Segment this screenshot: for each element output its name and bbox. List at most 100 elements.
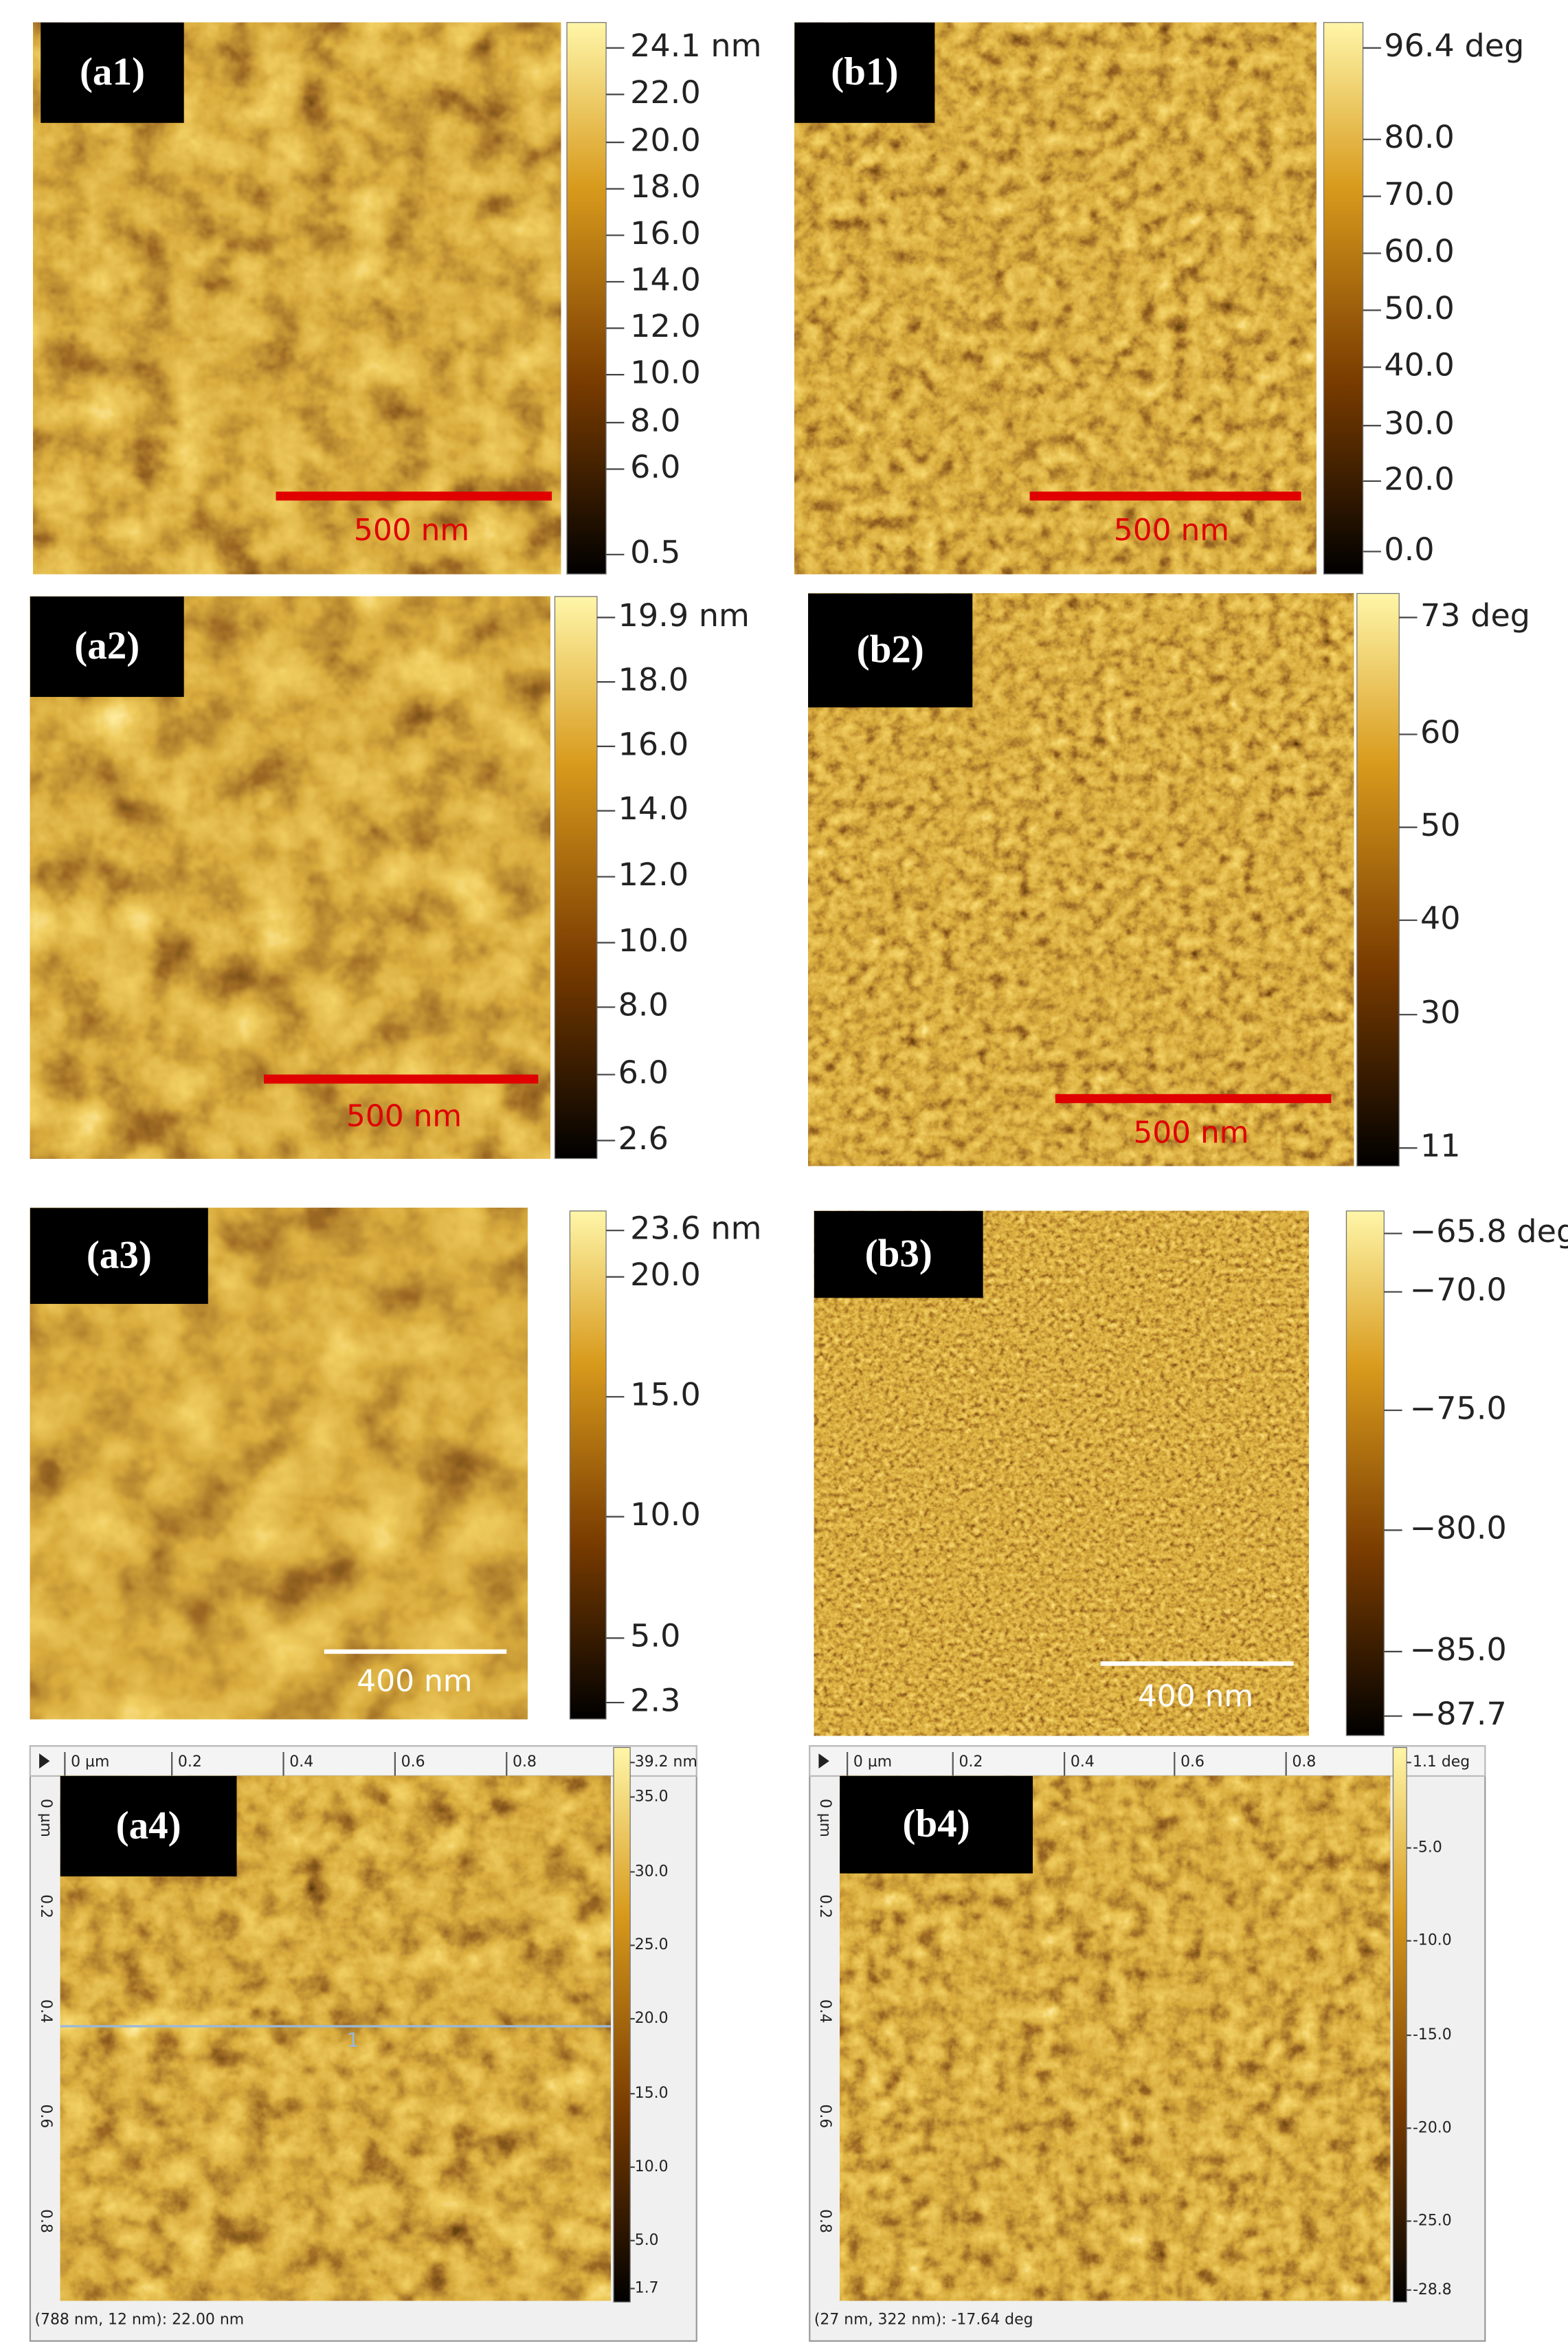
label-box bbox=[808, 593, 973, 708]
ruler-label: 0.2 bbox=[178, 1753, 202, 1771]
colorbar-label: 15.0 bbox=[635, 2085, 669, 2102]
afm-panel: 0 µm 0 µm 0.2 0.2 0.4 0.4 0.6 0.6 0.8 0.8 (788 nm,… bbox=[29, 1745, 697, 2342]
colorbar-label: 30.0 bbox=[635, 1863, 669, 1880]
colorbar-label: 73 deg bbox=[1420, 597, 1530, 634]
colorbar-label: 1.1 deg bbox=[1413, 1753, 1470, 1771]
ruler-label: 0 µm bbox=[37, 1799, 54, 1837]
colorbar-label: 22.0 bbox=[630, 74, 701, 111]
colorbar-label: 14.0 bbox=[630, 261, 701, 298]
scale-bar-label: 500 nm bbox=[354, 513, 469, 548]
scale-bar-label: 500 nm bbox=[1114, 513, 1229, 548]
colorbar-label: 30.0 bbox=[1384, 405, 1455, 442]
colorbar-label: 30 bbox=[1420, 994, 1461, 1031]
status-text: (27 nm, 322 nm): -17.64 deg bbox=[814, 2311, 1033, 2328]
colorbar-label: 12.0 bbox=[630, 307, 701, 344]
colorbar-label: 20.0 bbox=[1384, 461, 1455, 498]
colorbar-label: 16.0 bbox=[618, 725, 689, 762]
colorbar bbox=[554, 596, 598, 1160]
colorbar-label: −85.0 bbox=[1410, 1630, 1507, 1667]
colorbar-label: 11 bbox=[1420, 1127, 1461, 1164]
ruler-label: 0 µm bbox=[71, 1753, 109, 1771]
afm-panel: (b1) 96.4 deg 80.0 70.0 60.0 50.0 40.0 30.0 20.0… bbox=[794, 22, 1524, 575]
colorbar bbox=[566, 22, 607, 575]
label-box bbox=[30, 596, 184, 697]
ruler-arrow bbox=[818, 1753, 829, 1769]
afm-image bbox=[814, 1210, 1310, 1736]
ruler-label: 0.6 bbox=[816, 2105, 833, 2129]
colorbar-label: -15.0 bbox=[1413, 2026, 1452, 2043]
colorbar-label: -20.0 bbox=[1413, 2119, 1452, 2136]
colorbar-label: 40.0 bbox=[1384, 346, 1455, 384]
ruler-label: 0.8 bbox=[37, 2209, 54, 2233]
colorbar-label: −87.7 bbox=[1410, 1695, 1507, 1732]
ruler-label: 0.8 bbox=[1292, 1753, 1316, 1771]
colorbar bbox=[613, 1747, 631, 2303]
ruler-label: 0.6 bbox=[401, 1753, 425, 1771]
scale-bar-label: 500 nm bbox=[346, 1099, 462, 1134]
colorbar-label: 20.0 bbox=[635, 2010, 669, 2027]
colorbar-label: 10.0 bbox=[618, 922, 689, 959]
ruler-label: 0.2 bbox=[959, 1753, 983, 1771]
colorbar-label: 12.0 bbox=[618, 856, 689, 893]
colorbar-label: 60 bbox=[1420, 713, 1461, 751]
colorbar-label: 1.7 bbox=[635, 2280, 659, 2297]
ruler-label: 0.4 bbox=[1071, 1753, 1095, 1771]
colorbar-label: -28.8 bbox=[1413, 2281, 1452, 2298]
ruler-label: 0.8 bbox=[816, 2209, 833, 2233]
ruler-label: 0.2 bbox=[37, 1894, 54, 1918]
panel-label: (a1) bbox=[80, 50, 145, 93]
label-box bbox=[60, 1775, 237, 1876]
top-ruler bbox=[809, 1745, 1486, 1777]
ruler-label: 0.8 bbox=[513, 1753, 537, 1771]
ruler-label: 0 µm bbox=[853, 1753, 892, 1771]
colorbar bbox=[1392, 1747, 1407, 2303]
colorbar-label: 0.5 bbox=[630, 533, 680, 570]
colorbar-label: 50.0 bbox=[1384, 289, 1455, 326]
colorbar bbox=[569, 1210, 607, 1720]
ruler-label: 0.4 bbox=[816, 1999, 833, 2024]
ruler-label: 0 µm bbox=[816, 1799, 833, 1837]
colorbar bbox=[1345, 1210, 1385, 1736]
colorbar-label: 5.0 bbox=[635, 2232, 659, 2249]
colorbar-label: 20.0 bbox=[630, 122, 701, 159]
scale-bar-label: 400 nm bbox=[1138, 1679, 1253, 1714]
colorbar bbox=[1323, 22, 1364, 575]
colorbar bbox=[1356, 592, 1400, 1167]
ruler-label: 0.6 bbox=[37, 2105, 54, 2129]
label-box bbox=[30, 1208, 208, 1305]
colorbar-label: 60.0 bbox=[1384, 232, 1455, 269]
ruler-label: 0.4 bbox=[289, 1753, 313, 1771]
afm-panel: 0 µm 0 µm 0.2 0.2 0.4 0.4 0.6 0.6 0.8 0.8 (27 nm, … bbox=[809, 1745, 1486, 2342]
colorbar-label: 25.0 bbox=[635, 1936, 669, 1953]
colorbar-label: 24.1 nm bbox=[630, 27, 761, 64]
afm-image bbox=[839, 1775, 1391, 2301]
colorbar-label: -25.0 bbox=[1413, 2213, 1452, 2230]
profile-marker: 1 bbox=[347, 2029, 359, 2052]
colorbar-label: −65.8 deg bbox=[1410, 1212, 1568, 1250]
colorbar-label: 40 bbox=[1420, 899, 1461, 936]
colorbar-label: 2.3 bbox=[630, 1682, 680, 1719]
colorbar-label: 10.0 bbox=[630, 1496, 701, 1533]
colorbar-label: -5.0 bbox=[1413, 1839, 1442, 1856]
colorbar-label: 8.0 bbox=[630, 401, 680, 439]
colorbar-label: 19.9 nm bbox=[618, 597, 750, 634]
panel-label: (b2) bbox=[857, 628, 924, 672]
colorbar-label: 23.6 nm bbox=[630, 1210, 761, 1247]
panel-label: (b1) bbox=[831, 50, 898, 93]
colorbar-label: 5.0 bbox=[630, 1617, 680, 1654]
colorbar-label: 15.0 bbox=[630, 1376, 701, 1413]
colorbar-label: 80.0 bbox=[1384, 118, 1455, 155]
scale-bar-label: 400 nm bbox=[357, 1664, 472, 1699]
ruler-label: 0.6 bbox=[1180, 1753, 1205, 1771]
colorbar-label: −75.0 bbox=[1410, 1389, 1507, 1426]
colorbar-label: 6.0 bbox=[618, 1054, 669, 1091]
afm-panel: (b3) −65.8 deg −70.0 −75.0 −80.0 −85.0 −87.7 40… bbox=[814, 1210, 1568, 1736]
colorbar-label: 16.0 bbox=[630, 214, 701, 252]
afm-panel: (a2) 19.9 nm 18.0 16.0 14.0 12.0 10.0 8.0 6.0 2.6… bbox=[30, 596, 750, 1160]
afm-panel: (a1) 24.1 nm 22.0 20.0 18.0 16.0 14.0 12.0 10.0 8… bbox=[32, 22, 761, 575]
colorbar-label: 18.0 bbox=[630, 168, 701, 205]
panel-label: (b4) bbox=[903, 1802, 970, 1845]
label-box bbox=[814, 1210, 983, 1298]
